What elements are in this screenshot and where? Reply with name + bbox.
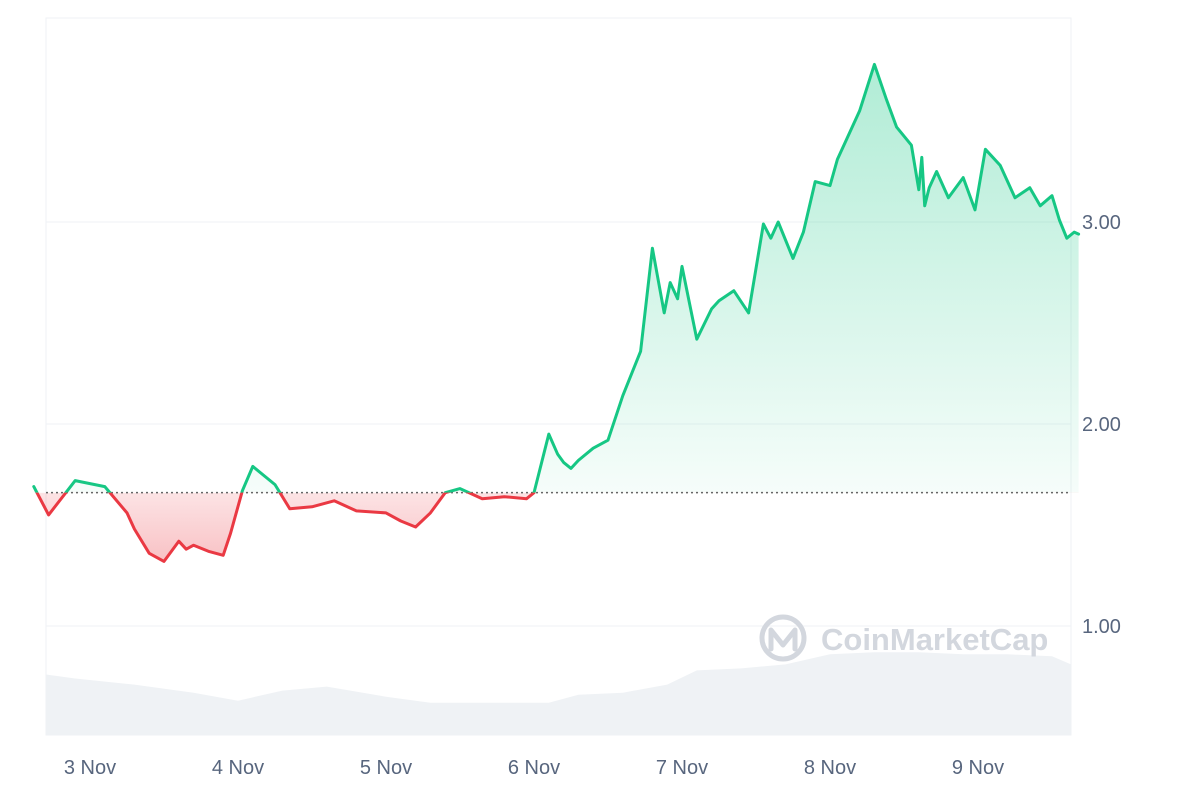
area-below-baseline	[33, 492, 1079, 562]
x-tick-label: 8 Nov	[804, 757, 856, 779]
x-tick-label: 5 Nov	[360, 757, 412, 779]
price-line-above	[32, 62, 1081, 493]
price-line-below	[35, 492, 536, 563]
watermark-text: CoinMarketCap	[821, 622, 1048, 657]
x-tick-label: 9 Nov	[952, 757, 1004, 779]
x-tick-label: 6 Nov	[508, 757, 560, 779]
volume-area	[46, 652, 1071, 735]
y-tick-label: 3.00	[1082, 212, 1121, 234]
y-tick-label: 2.00	[1082, 414, 1121, 436]
x-tick-label: 3 Nov	[64, 757, 116, 779]
coinmarketcap-logo-icon	[759, 614, 807, 662]
y-tick-label: 1.00	[1082, 616, 1121, 638]
coinmarketcap-watermark: CoinMarketCap	[759, 614, 1048, 662]
x-axis: 3 Nov 4 Nov 5 Nov 6 Nov 7 Nov 8 Nov 9 Nov	[64, 757, 1004, 779]
y-axis: 1.00 2.00 3.00	[1082, 212, 1121, 638]
x-tick-label: 4 Nov	[212, 757, 264, 779]
x-tick-label: 7 Nov	[656, 757, 708, 779]
area-above-baseline	[33, 64, 1079, 493]
